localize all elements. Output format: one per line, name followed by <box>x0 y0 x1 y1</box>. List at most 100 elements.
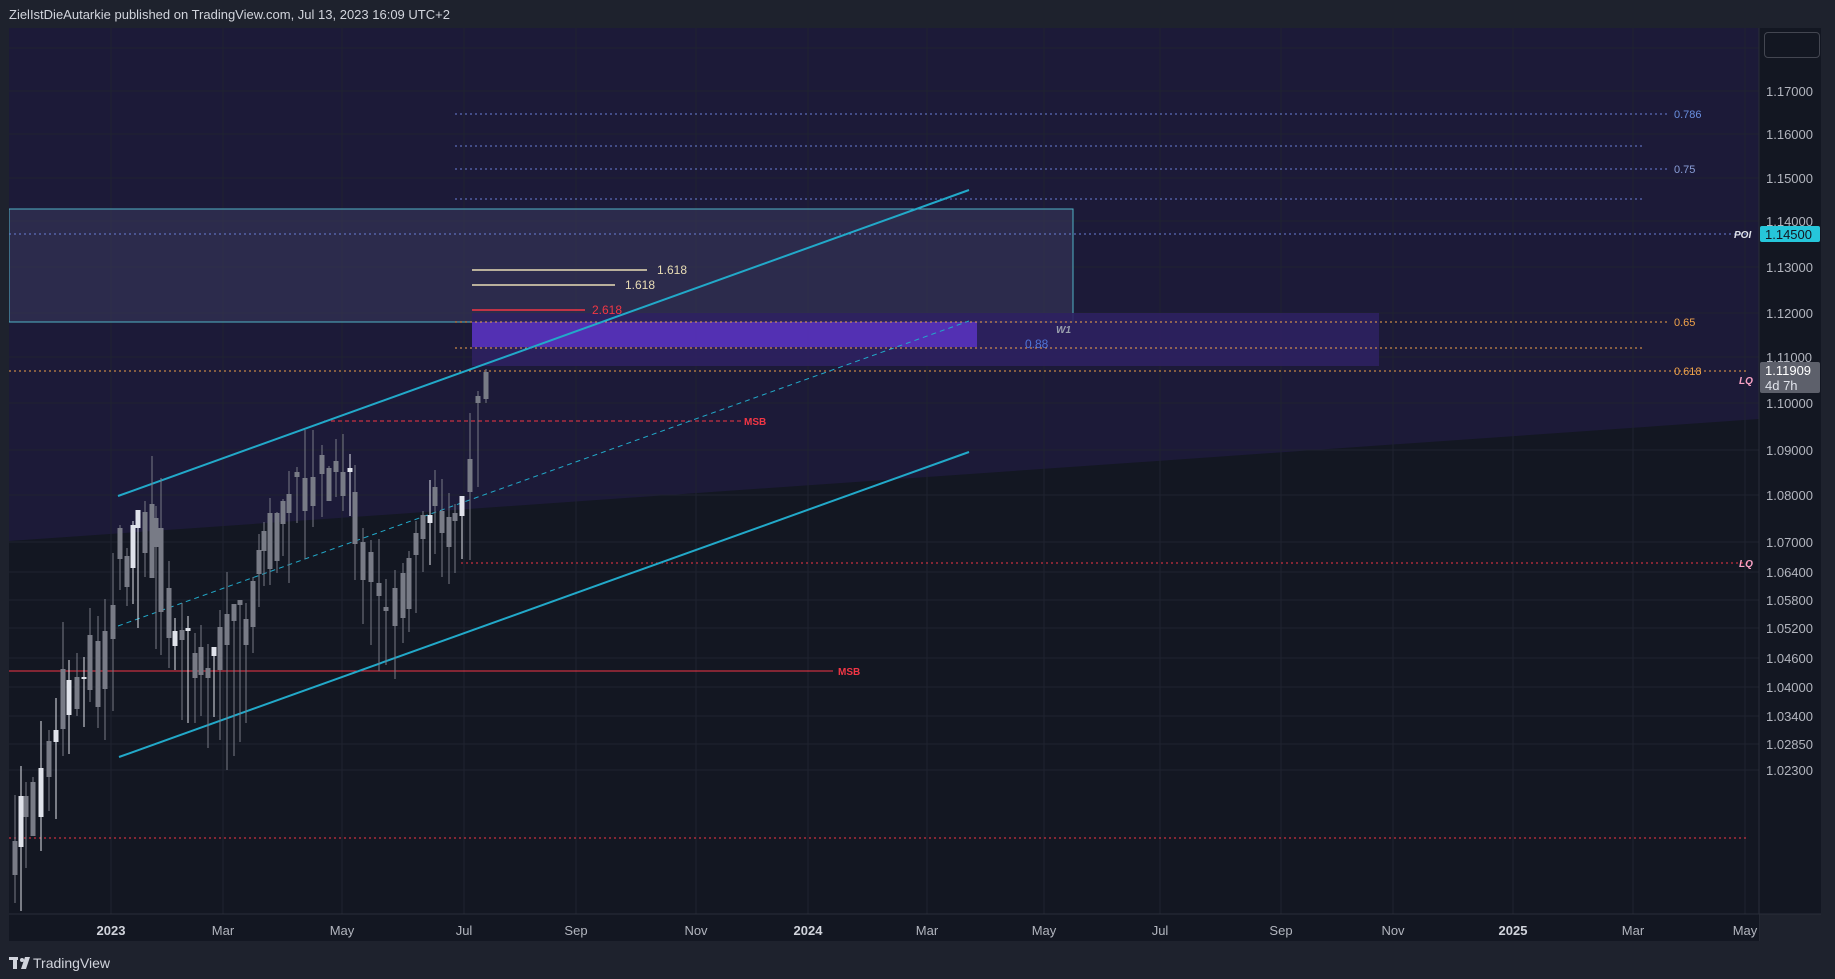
candle[interactable] <box>376 539 382 671</box>
candle[interactable] <box>130 521 136 604</box>
time-tick-label: May <box>1032 923 1057 938</box>
candle[interactable] <box>53 698 59 819</box>
candle-body <box>217 627 223 670</box>
candle[interactable] <box>179 603 185 720</box>
candle[interactable] <box>319 445 325 517</box>
candle[interactable] <box>217 610 223 740</box>
candle[interactable] <box>231 604 237 756</box>
candle-body <box>142 512 148 553</box>
candle[interactable] <box>166 561 172 668</box>
time-tick-label: 2023 <box>97 923 126 938</box>
candle[interactable] <box>446 493 452 584</box>
candle[interactable] <box>483 369 489 403</box>
candle[interactable] <box>124 548 130 606</box>
candle[interactable] <box>185 616 191 723</box>
supply-zone-box[interactable] <box>9 208 1074 323</box>
candle[interactable] <box>452 504 458 573</box>
candle[interactable] <box>261 522 267 586</box>
candle-body <box>483 372 489 399</box>
candle[interactable] <box>392 570 398 679</box>
candle[interactable] <box>250 577 256 653</box>
candle[interactable] <box>243 603 249 723</box>
candle[interactable] <box>383 579 389 665</box>
candle[interactable] <box>38 721 44 851</box>
candle-body <box>46 741 52 777</box>
channel-mid <box>117 320 970 627</box>
candle[interactable] <box>368 540 374 645</box>
chart-area[interactable]: 0.786 0.75 0.65 0.618 1.618 1.618 2.618 … <box>9 28 1821 941</box>
candle[interactable] <box>224 572 230 770</box>
candle[interactable] <box>237 600 243 742</box>
candle[interactable] <box>326 466 332 501</box>
candle[interactable] <box>158 478 164 655</box>
candle[interactable] <box>340 434 346 511</box>
candle[interactable] <box>30 777 36 836</box>
candle[interactable] <box>23 782 29 868</box>
candle[interactable] <box>66 660 72 754</box>
price-scale[interactable] <box>1759 28 1821 914</box>
candle[interactable] <box>12 795 18 903</box>
candle[interactable] <box>95 616 101 728</box>
candle[interactable] <box>267 498 273 585</box>
candle[interactable] <box>286 471 292 583</box>
candle-body <box>383 607 389 611</box>
candle-body <box>368 552 374 582</box>
candle[interactable] <box>198 625 204 716</box>
candle[interactable] <box>360 528 366 624</box>
candle[interactable] <box>400 563 406 643</box>
candle[interactable] <box>475 391 481 487</box>
candle[interactable] <box>439 479 445 577</box>
candle-body <box>23 796 29 817</box>
candle[interactable] <box>274 512 280 573</box>
candle-body <box>130 525 136 568</box>
candle-body <box>427 515 433 523</box>
candle[interactable] <box>294 467 300 523</box>
channel-upper[interactable] <box>117 189 970 497</box>
candle[interactable] <box>432 470 438 554</box>
candle[interactable] <box>406 551 412 632</box>
candle[interactable] <box>280 499 286 556</box>
candle[interactable] <box>211 647 217 717</box>
candle[interactable] <box>427 480 433 565</box>
candle[interactable] <box>110 553 116 711</box>
candle[interactable] <box>81 657 87 727</box>
candle[interactable] <box>149 456 155 578</box>
time-tick-label: May <box>330 923 355 938</box>
candle-body <box>211 647 217 656</box>
price-tick-label: 1.07000 <box>1766 535 1813 550</box>
candle[interactable] <box>192 633 198 723</box>
candle[interactable] <box>467 413 473 560</box>
time-scale[interactable] <box>9 914 1759 941</box>
candle[interactable] <box>18 766 24 911</box>
price-tick-label: 1.16000 <box>1766 127 1813 142</box>
candle[interactable] <box>46 730 52 811</box>
candle[interactable] <box>459 496 465 559</box>
candle[interactable] <box>153 506 159 649</box>
candlesticks[interactable] <box>12 369 489 911</box>
imbalance-zone-highlight[interactable] <box>472 322 977 347</box>
fib-label-075: 0.75 <box>1674 164 1695 176</box>
candle[interactable] <box>310 430 316 527</box>
candle[interactable] <box>172 618 178 670</box>
candle[interactable] <box>347 454 353 516</box>
candle[interactable] <box>87 608 93 702</box>
channel-lower[interactable] <box>118 451 970 758</box>
candle[interactable] <box>333 439 339 497</box>
time-tick-label: Jul <box>456 923 473 938</box>
candle[interactable] <box>302 430 308 559</box>
candle[interactable] <box>352 465 358 580</box>
candle[interactable] <box>205 644 211 748</box>
candle[interactable] <box>256 534 262 607</box>
candle[interactable] <box>60 622 66 756</box>
candle[interactable] <box>142 501 148 577</box>
candle[interactable] <box>102 599 108 740</box>
candle[interactable] <box>413 521 419 613</box>
candle-body <box>231 604 237 621</box>
scale-settings-button[interactable] <box>1764 32 1820 58</box>
price-tick-label: 1.17000 <box>1766 84 1813 99</box>
price-tick-label: 1.12000 <box>1766 306 1813 321</box>
candle[interactable] <box>135 510 141 628</box>
candle[interactable] <box>117 525 123 590</box>
candle[interactable] <box>74 653 80 716</box>
candle[interactable] <box>420 511 426 572</box>
